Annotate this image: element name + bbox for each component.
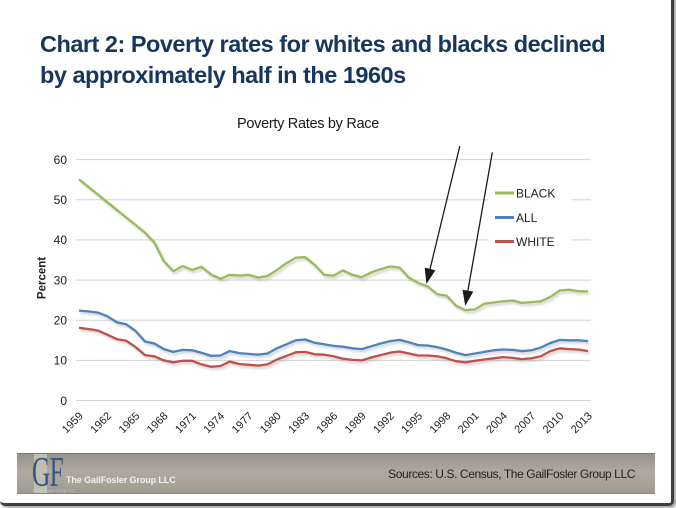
svg-text:1980: 1980	[258, 410, 284, 436]
svg-text:50: 50	[54, 193, 68, 207]
svg-text:1965: 1965	[117, 410, 143, 436]
svg-text:2004: 2004	[484, 410, 510, 436]
svg-text:1962: 1962	[88, 410, 114, 436]
svg-text:1959: 1959	[60, 410, 86, 436]
svg-text:1971: 1971	[173, 410, 199, 436]
svg-text:0: 0	[60, 394, 67, 408]
svg-text:1986: 1986	[315, 410, 341, 436]
svg-text:2001: 2001	[456, 410, 482, 436]
svg-text:Percent: Percent	[36, 257, 48, 299]
svg-text:10: 10	[54, 354, 68, 368]
svg-text:2010: 2010	[541, 410, 567, 436]
svg-text:ALL: ALL	[516, 211, 538, 225]
svg-text:1995: 1995	[399, 410, 425, 436]
svg-text:Poverty Rates by Race: Poverty Rates by Race	[237, 116, 379, 132]
svg-text:1998: 1998	[428, 410, 454, 436]
svg-text:1992: 1992	[371, 410, 397, 436]
svg-text:1989: 1989	[343, 410, 369, 436]
svg-text:2007: 2007	[512, 410, 538, 436]
svg-text:1974: 1974	[201, 410, 227, 436]
svg-text:60: 60	[54, 153, 68, 167]
svg-text:20: 20	[54, 314, 68, 328]
svg-text:2013: 2013	[569, 410, 595, 436]
svg-text:BLACK: BLACK	[516, 186, 555, 200]
svg-text:30: 30	[54, 273, 68, 287]
svg-text:40: 40	[54, 233, 68, 247]
svg-text:1968: 1968	[145, 410, 171, 436]
svg-text:1983: 1983	[286, 410, 312, 436]
svg-text:WHITE: WHITE	[516, 235, 555, 249]
svg-text:1977: 1977	[230, 410, 256, 436]
